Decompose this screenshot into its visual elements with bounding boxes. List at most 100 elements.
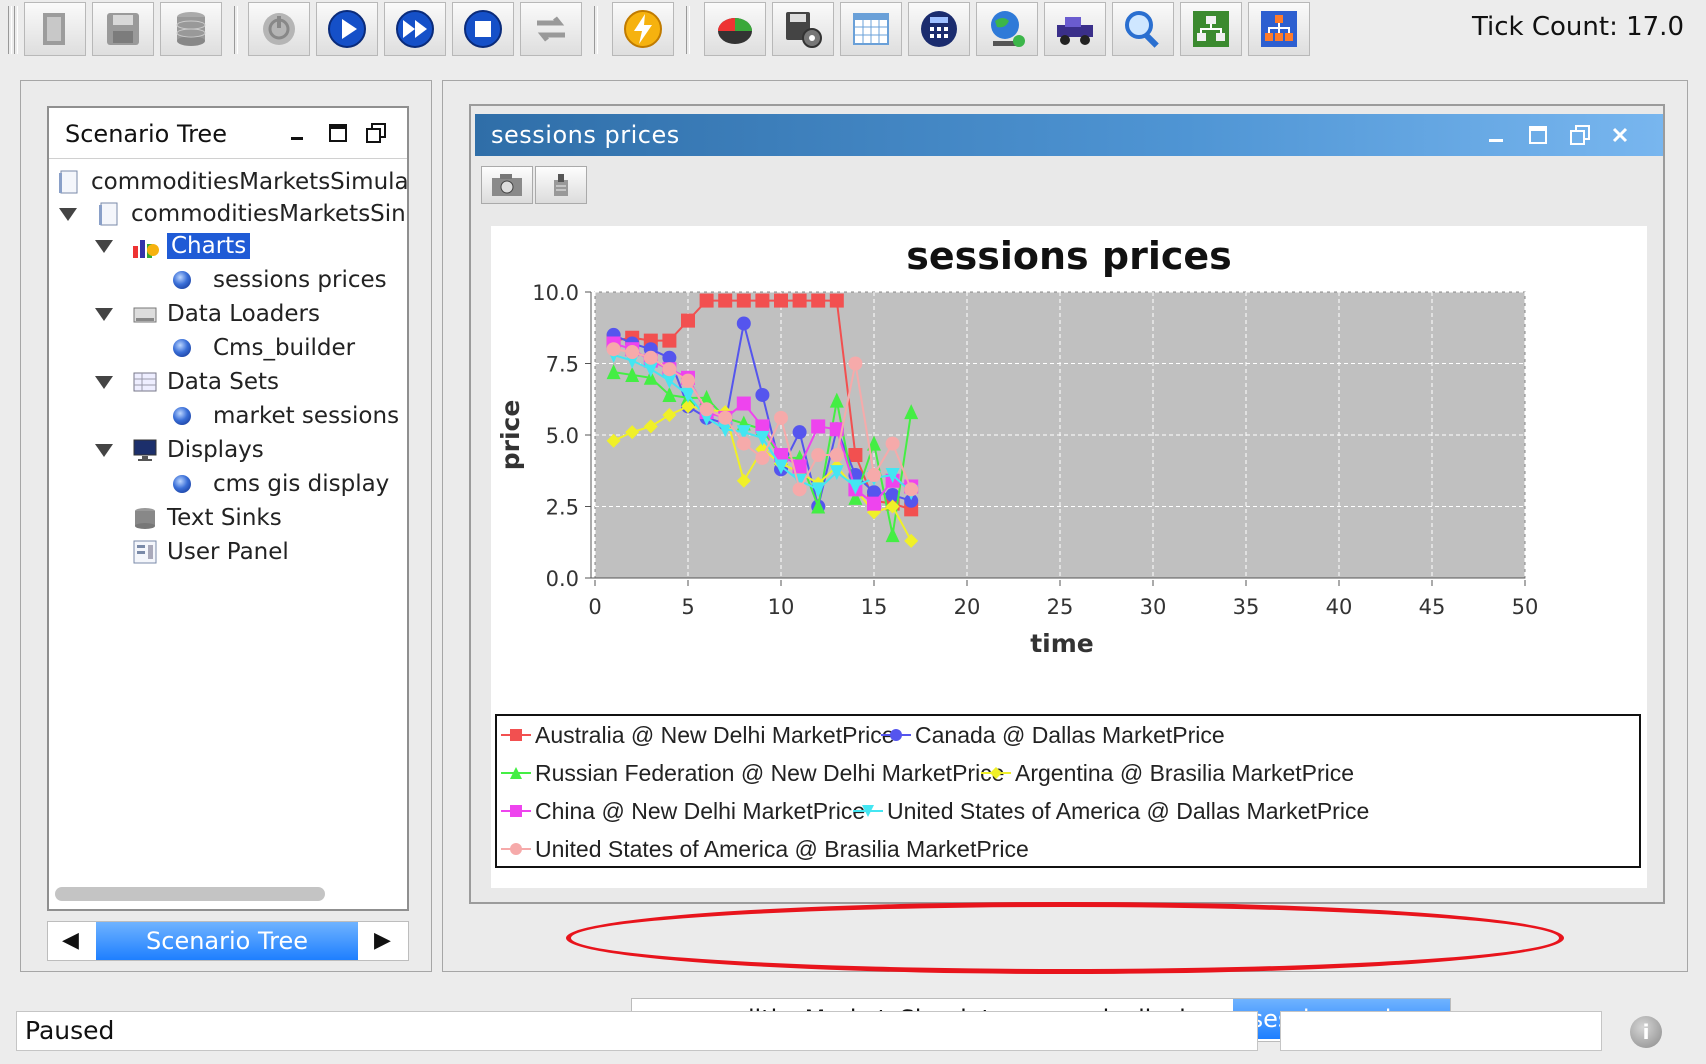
legend-swatch-marker	[510, 843, 522, 855]
tree-item-scenario[interactable]: commoditiesMarketsSin	[59, 198, 406, 230]
reset-button[interactable]	[520, 2, 582, 56]
data-point-5	[792, 459, 807, 474]
chart-legend: Australia @ New Delhi MarketPrice Canada …	[495, 714, 1641, 868]
calculator-button[interactable]	[908, 2, 970, 56]
tree-item-displays[interactable]: Displays	[95, 434, 264, 466]
close-icon[interactable]	[1609, 124, 1631, 146]
network-button[interactable]	[1180, 2, 1242, 56]
tree-item-cms-builder[interactable]: Cms_builder	[173, 332, 355, 364]
x-tick-label: 15	[861, 595, 888, 619]
tree-item-label: Cms_builder	[213, 335, 356, 361]
tab-scroll-left-icon[interactable]: ◀	[62, 928, 79, 953]
expand-triangle-icon[interactable]	[95, 443, 113, 457]
tree-item-sessions-prices[interactable]: sessions prices	[173, 264, 387, 296]
data-point-7	[643, 350, 658, 365]
scenario-tree-header: Scenario Tree	[49, 108, 407, 159]
data-point-6	[662, 373, 677, 389]
chart-node-icon	[173, 271, 191, 289]
vehicle-button[interactable]	[1044, 2, 1106, 56]
legend-item: Canada @ Dallas MarketPrice	[881, 718, 1225, 752]
globe-button[interactable]	[976, 2, 1038, 56]
calendar-grid-button[interactable]	[840, 2, 902, 56]
x-tick-label: 0	[588, 595, 601, 619]
user-panel-icon	[133, 540, 157, 564]
maximize-icon[interactable]	[1527, 124, 1549, 146]
data-point-4	[736, 473, 751, 488]
left-dock-panel: Scenario Tree commoditiesMarketsSimula c…	[20, 80, 432, 972]
power-button[interactable]	[248, 2, 310, 56]
data-point-4	[662, 407, 677, 422]
stop-button[interactable]	[452, 2, 514, 56]
play-button[interactable]	[316, 2, 378, 56]
fast-forward-button[interactable]	[384, 2, 446, 56]
expand-triangle-icon[interactable]	[59, 207, 77, 221]
legend-item: Australia @ New Delhi MarketPrice	[501, 718, 895, 752]
x-tick-label: 50	[1512, 595, 1539, 619]
tree-item-data-loaders[interactable]: Data Loaders	[95, 298, 320, 330]
window-title-bar[interactable]: sessions prices	[475, 114, 1663, 156]
open-button[interactable]	[24, 2, 86, 56]
tree-item-text-sinks[interactable]: Text Sinks	[131, 502, 282, 534]
database-button[interactable]	[160, 2, 222, 56]
legend-swatch-icon	[501, 843, 531, 855]
maximize-icon[interactable]	[327, 122, 349, 144]
data-point-3	[829, 392, 844, 408]
data-point-2	[755, 387, 770, 402]
legend-swatch-marker	[862, 805, 874, 817]
legend-label: Russian Federation @ New Delhi MarketPri…	[535, 759, 1005, 786]
snapshot-button[interactable]	[481, 166, 533, 204]
horizontal-scrollbar[interactable]	[55, 887, 325, 901]
minimize-icon[interactable]	[287, 122, 309, 144]
lightning-icon	[624, 10, 662, 48]
legend-swatch-marker	[510, 805, 522, 817]
info-icon[interactable]: i	[1630, 1016, 1662, 1048]
data-point-3	[885, 527, 900, 543]
float-icon[interactable]	[1569, 124, 1591, 146]
export-button[interactable]	[535, 166, 587, 204]
tab-scenario-tree[interactable]: Scenario Tree	[96, 922, 358, 960]
data-point-2	[885, 488, 900, 503]
org-chart-button[interactable]	[1248, 2, 1310, 56]
y-axis-label: price	[496, 400, 525, 471]
data-point-7	[662, 362, 677, 377]
toolbar-grip[interactable]	[8, 6, 12, 54]
tree-item-cms-gis-display[interactable]: cms gis display	[173, 468, 389, 500]
data-point-3	[811, 498, 826, 514]
data-point-1	[829, 293, 844, 308]
charts-folder-icon	[133, 240, 159, 258]
expand-triangle-icon[interactable]	[95, 375, 113, 389]
data-point-4	[904, 533, 919, 548]
tree-item-label: sessions prices	[213, 267, 387, 293]
legend-label: United States of America @ Dallas Market…	[887, 797, 1370, 824]
magnifier-button[interactable]	[1112, 2, 1174, 56]
legend-swatch-marker	[510, 767, 522, 779]
chart-button[interactable]	[704, 2, 766, 56]
document-icon	[59, 170, 78, 194]
expand-triangle-icon[interactable]	[95, 307, 113, 321]
data-point-7	[718, 410, 733, 425]
tree-item-project-root[interactable]: commoditiesMarketsSimula	[55, 166, 409, 198]
tree-item-market-sessions[interactable]: market sessions	[173, 400, 399, 432]
data-point-5	[811, 419, 826, 434]
tree-item-charts[interactable]: Charts	[95, 230, 251, 262]
tree-item-user-panel[interactable]: User Panel	[131, 536, 289, 568]
main-toolbar: Tick Count: 17.0	[0, 0, 1706, 60]
save-settings-button[interactable]	[772, 2, 834, 56]
loader-node-icon	[173, 339, 191, 357]
tree-item-data-sets[interactable]: Data Sets	[95, 366, 279, 398]
data-point-1	[774, 293, 788, 308]
expand-triangle-icon[interactable]	[95, 239, 113, 253]
lightning-button[interactable]	[612, 2, 674, 56]
dataset-node-icon	[173, 407, 191, 425]
data-point-4	[643, 419, 658, 434]
toolbar-grip[interactable]	[14, 6, 18, 54]
legend-swatch-icon	[501, 767, 531, 779]
tab-scroll-right-icon[interactable]: ▶	[374, 928, 391, 953]
save-button[interactable]	[92, 2, 154, 56]
float-icon[interactable]	[365, 122, 387, 144]
minimize-icon[interactable]	[1485, 124, 1507, 146]
x-tick-label: 45	[1419, 595, 1446, 619]
data-point-7	[625, 345, 640, 360]
save-settings-icon	[786, 12, 822, 48]
data-point-1	[811, 293, 826, 308]
